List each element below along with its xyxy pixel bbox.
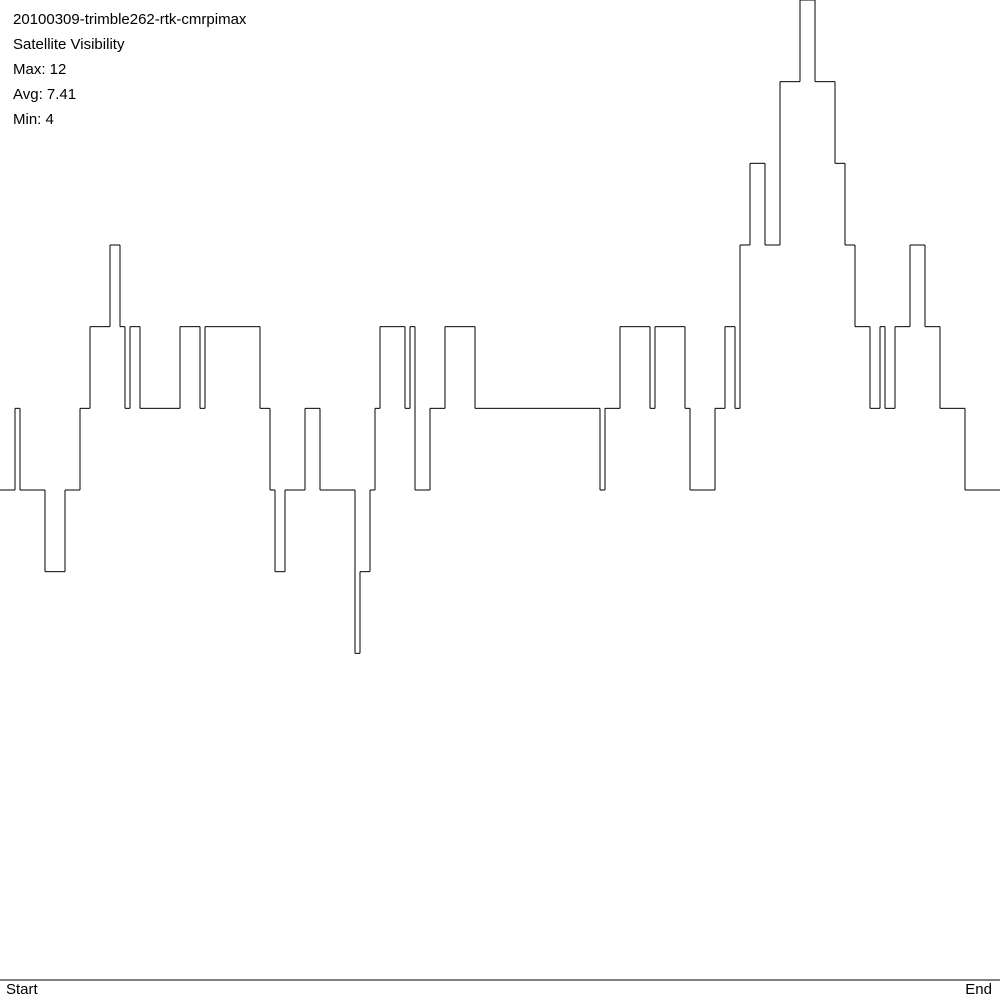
stat-max: Max: 12 xyxy=(13,61,66,78)
chart-title: 20100309-trimble262-rtk-cmrpimax xyxy=(13,11,247,28)
x-end-label: End xyxy=(965,981,992,998)
stat-min: Min: 4 xyxy=(13,111,54,128)
chart-subtitle: Satellite Visibility xyxy=(13,36,125,53)
x-start-label: Start xyxy=(6,981,39,998)
stat-avg: Avg: 7.41 xyxy=(13,86,76,103)
